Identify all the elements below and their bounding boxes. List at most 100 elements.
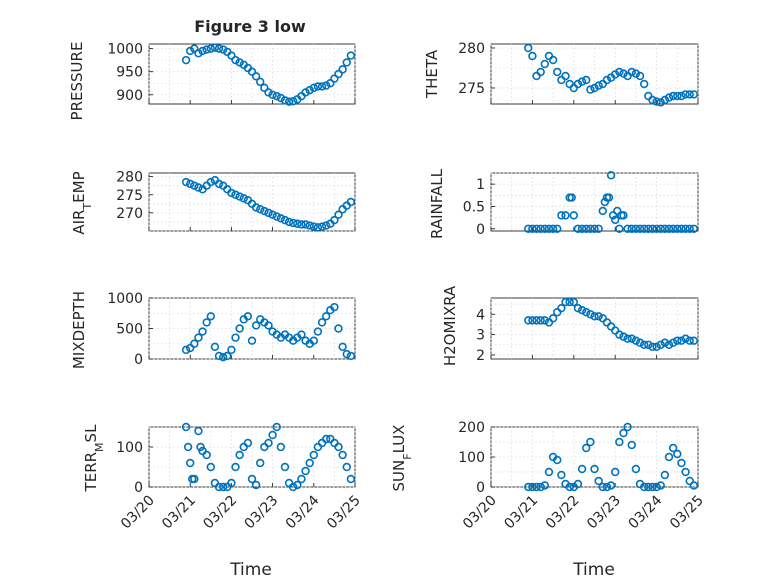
point-mixdepth	[186, 343, 195, 353]
ytick-label-mixdepth: 500	[116, 322, 143, 338]
point-rainfall	[577, 224, 587, 233]
point-sun-flux	[627, 440, 636, 450]
subplot-sun-flux: SUNFLUX	[390, 425, 414, 492]
point-pressure	[214, 44, 224, 53]
point-terr-msl	[334, 442, 343, 452]
point-theta	[631, 69, 641, 78]
point-mixdepth	[264, 321, 273, 330]
point-air-temp	[293, 219, 302, 228]
ylabel-theta: THETA	[423, 49, 441, 99]
point-h2omixra	[548, 314, 558, 323]
point-air-temp	[231, 190, 240, 199]
xtick-label-terr-msl: 03/23	[242, 493, 282, 533]
point-rainfall	[627, 224, 636, 233]
point-air-temp	[330, 215, 339, 225]
ytick-label-terr-msl: 100	[116, 440, 143, 456]
xtick-label-sun-flux: 03/21	[501, 493, 541, 533]
point-sun-flux	[648, 482, 657, 492]
point-h2omixra	[524, 316, 533, 325]
point-rainfall	[569, 211, 578, 220]
point-theta	[689, 90, 699, 99]
point-rainfall	[648, 224, 657, 233]
point-rainfall	[619, 211, 628, 220]
subplot-rainfall: RAINFALL	[428, 168, 446, 239]
point-rainfall	[544, 224, 554, 233]
point-h2omixra	[673, 336, 682, 345]
ylabel-pressure: PRESSURE	[68, 42, 86, 121]
point-rainfall	[586, 224, 595, 233]
ylabel-air-temp-part2: EMP	[70, 171, 88, 202]
point-sun-flux	[553, 455, 562, 465]
point-h2omixra	[532, 316, 541, 325]
point-rainfall	[536, 224, 545, 233]
point-terr-msl	[235, 450, 244, 460]
point-terr-msl	[196, 442, 205, 452]
point-sun-flux	[532, 482, 541, 492]
point-sun-flux	[582, 443, 591, 453]
point-h2omixra	[594, 312, 603, 321]
ytick-label-terr-msl: 0	[134, 480, 143, 496]
point-sun-flux	[652, 482, 661, 492]
point-pressure	[330, 74, 339, 83]
point-pressure	[247, 67, 257, 76]
point-h2omixra	[615, 330, 624, 339]
point-pressure	[268, 90, 277, 99]
point-rainfall	[567, 193, 576, 202]
point-sun-flux	[623, 422, 632, 432]
point-terr-msl	[243, 438, 253, 448]
point-terr-msl	[272, 422, 281, 432]
point-h2omixra	[590, 312, 599, 321]
point-pressure	[186, 46, 195, 56]
point-mixdepth	[181, 345, 191, 355]
point-mixdepth	[309, 336, 318, 345]
point-sun-flux	[610, 467, 620, 477]
point-air-temp	[260, 206, 269, 216]
point-h2omixra	[685, 336, 694, 345]
point-rainfall	[540, 224, 550, 233]
point-theta	[685, 90, 694, 99]
point-h2omixra	[652, 342, 661, 351]
ylabel-air-temp-part1: AIR	[70, 210, 88, 235]
point-h2omixra	[644, 340, 653, 349]
subplot-h2omixra: H2OMIXRA	[441, 285, 459, 366]
point-rainfall	[606, 171, 616, 180]
point-theta	[639, 79, 649, 89]
point-theta	[660, 95, 670, 105]
point-rainfall	[610, 215, 620, 225]
point-sun-flux	[565, 482, 574, 492]
point-rainfall	[604, 193, 614, 202]
ytick-label-h2omixra: 4	[476, 307, 485, 323]
ytick-label-mixdepth: 0	[134, 352, 143, 368]
point-air-temp	[235, 192, 244, 201]
point-pressure	[198, 46, 207, 56]
ylabel-mixdepth: MIXDEPTH	[70, 291, 88, 369]
point-h2omixra	[656, 340, 665, 349]
axes-mixdepth: 0 500 1000	[107, 291, 356, 368]
point-pressure	[206, 44, 216, 53]
point-terr-msl	[346, 474, 356, 484]
ylabel-sun-flux-part1: SUN	[390, 460, 408, 492]
point-rainfall	[590, 224, 599, 233]
point-terr-msl	[186, 458, 195, 468]
point-sun-flux	[544, 467, 554, 477]
axes-sun-flux: 0 100 200 03/20 03/21 03/22 03/23 03/24 03/25	[458, 420, 707, 532]
point-sun-flux	[615, 437, 624, 447]
point-air-temp	[313, 223, 323, 232]
point-h2omixra	[660, 338, 670, 347]
point-mixdepth	[210, 342, 220, 351]
point-mixdepth	[235, 324, 244, 333]
axes-box-theta	[490, 43, 699, 105]
ytick-label-pressure: 950	[116, 65, 143, 81]
point-pressure	[317, 82, 327, 91]
point-terr-msl	[202, 450, 211, 460]
point-theta	[528, 51, 537, 61]
point-sun-flux	[590, 464, 599, 474]
point-theta	[577, 77, 587, 86]
point-h2omixra	[577, 306, 587, 315]
point-rainfall	[681, 224, 690, 233]
point-sun-flux	[660, 470, 670, 480]
point-theta	[594, 81, 603, 90]
point-theta	[553, 67, 562, 77]
point-mixdepth	[231, 333, 240, 342]
